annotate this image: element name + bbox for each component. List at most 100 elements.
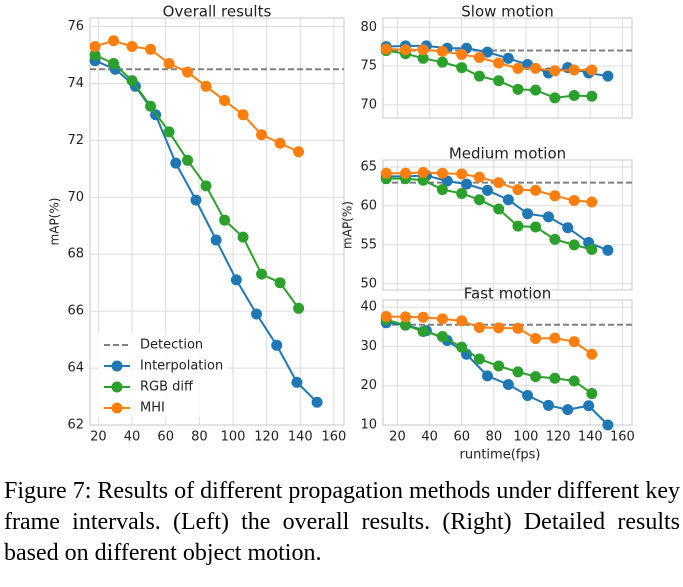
- y-tick-label: 76: [67, 19, 84, 34]
- data-point: [602, 244, 614, 256]
- data-point: [436, 313, 448, 325]
- data-point: [108, 58, 120, 70]
- legend-marker: [111, 360, 123, 372]
- data-point: [493, 203, 505, 215]
- data-point: [456, 48, 468, 60]
- x-tick-label: 40: [124, 430, 141, 445]
- data-point: [473, 52, 485, 64]
- data-point: [291, 376, 303, 388]
- data-point: [417, 325, 429, 337]
- data-point: [271, 339, 283, 351]
- x-tick-label: 80: [486, 430, 503, 445]
- legend-label: MHI: [140, 401, 165, 416]
- data-point: [549, 372, 561, 384]
- x-tick-label: 120: [546, 430, 571, 445]
- data-point: [108, 35, 120, 47]
- data-point: [586, 196, 598, 208]
- plot-frame: [382, 17, 633, 119]
- data-point: [583, 400, 595, 412]
- data-point: [237, 231, 249, 243]
- data-point: [493, 322, 505, 334]
- data-point: [256, 268, 268, 280]
- data-point: [562, 404, 574, 416]
- data-point: [436, 56, 448, 68]
- data-point: [586, 348, 598, 360]
- data-point: [512, 184, 524, 196]
- data-point: [293, 302, 305, 314]
- y-tick-label: 74: [67, 76, 84, 91]
- data-point: [602, 70, 614, 82]
- data-point: [530, 62, 542, 74]
- data-point: [512, 83, 524, 95]
- data-point: [542, 399, 554, 411]
- data-point: [530, 184, 542, 196]
- caption: Figure 7: Results of different propagati…: [4, 478, 680, 566]
- data-point: [502, 52, 514, 64]
- data-point: [549, 332, 561, 344]
- y-tick-label: 80: [360, 20, 377, 35]
- series-line: [385, 318, 593, 395]
- data-point: [456, 341, 468, 353]
- chart-title: Slow motion: [461, 3, 553, 21]
- data-point: [568, 194, 580, 206]
- data-point: [512, 322, 524, 334]
- data-point: [586, 64, 598, 76]
- data-point: [549, 65, 561, 77]
- x-axis-label: runtime(fps): [460, 448, 541, 463]
- y-tick-label: 65: [360, 160, 377, 175]
- x-tick-label: 40: [421, 430, 438, 445]
- data-point: [549, 190, 561, 202]
- data-point: [512, 366, 524, 378]
- data-point: [481, 46, 493, 58]
- data-point: [481, 184, 493, 196]
- data-point: [200, 80, 212, 92]
- y-tick-label: 62: [67, 418, 84, 433]
- series-line: [386, 315, 593, 356]
- y-tick-label: 40: [360, 300, 377, 315]
- data-point: [456, 315, 468, 327]
- data-point: [89, 40, 101, 52]
- data-point: [568, 239, 580, 251]
- y-tick-label: 55: [360, 237, 377, 252]
- data-point: [522, 390, 534, 402]
- data-point: [512, 62, 524, 74]
- data-point: [502, 194, 514, 206]
- chart-title: Fast motion: [464, 285, 551, 303]
- x-tick-label: 120: [254, 430, 279, 445]
- y-tick-label: 66: [67, 304, 84, 319]
- y-tick-label: 10: [360, 418, 377, 433]
- data-point: [456, 62, 468, 74]
- data-point: [461, 178, 473, 190]
- data-point: [417, 174, 429, 186]
- data-point: [145, 100, 157, 112]
- data-point: [163, 58, 175, 70]
- data-point: [542, 211, 554, 223]
- data-point: [237, 109, 249, 121]
- y-axis-label: mAP(%): [341, 201, 355, 249]
- data-point: [530, 84, 542, 96]
- data-point: [417, 44, 429, 56]
- data-point: [568, 64, 580, 76]
- y-tick-label: 72: [67, 133, 84, 148]
- data-point: [530, 333, 542, 345]
- data-point: [473, 194, 485, 206]
- data-point: [200, 180, 212, 192]
- x-tick-label: 140: [578, 430, 603, 445]
- legend-label: Detection: [140, 338, 203, 353]
- data-point: [568, 375, 580, 387]
- x-tick-label: 140: [288, 430, 313, 445]
- x-tick-label: 20: [90, 430, 107, 445]
- series-line: [94, 54, 300, 309]
- plot-frame: [382, 159, 633, 291]
- data-point: [274, 137, 286, 149]
- x-tick-label: 60: [157, 430, 174, 445]
- data-point: [586, 388, 598, 400]
- data-point: [251, 308, 263, 320]
- y-tick-label: 50: [360, 276, 377, 291]
- data-point: [436, 45, 448, 57]
- x-tick-label: 160: [321, 430, 346, 445]
- x-tick-label: 60: [453, 430, 470, 445]
- data-point: [219, 95, 231, 107]
- data-point: [530, 371, 542, 383]
